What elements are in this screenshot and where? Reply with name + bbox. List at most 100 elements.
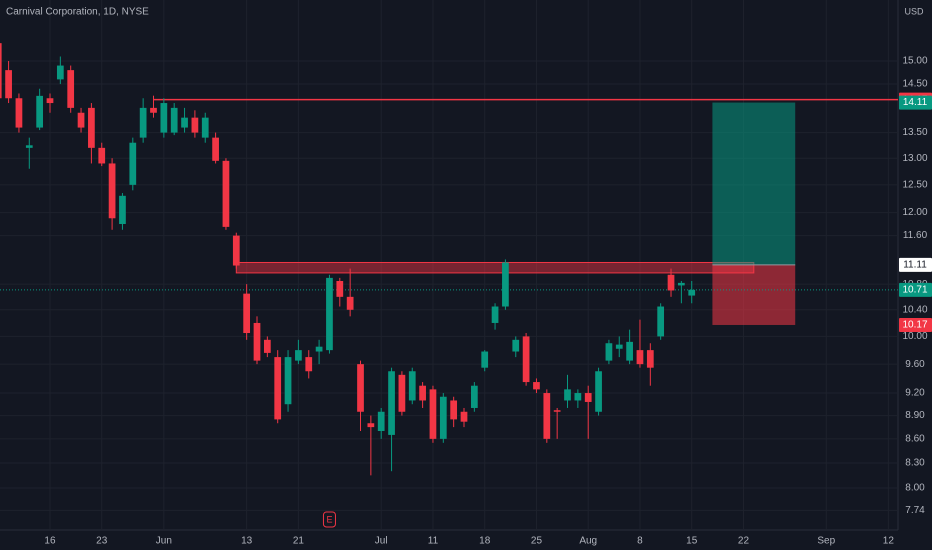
candle-body — [584, 393, 592, 402]
candle-body — [615, 344, 623, 349]
candle-body — [429, 389, 437, 439]
candle-body — [522, 336, 530, 383]
event-label: E — [326, 514, 332, 524]
candle-body — [388, 371, 395, 435]
candle-body — [191, 117, 199, 133]
candle-body — [346, 296, 354, 310]
candle-body — [439, 396, 447, 439]
candle-body — [491, 306, 499, 323]
candle-body — [274, 357, 282, 420]
candle-body — [212, 137, 219, 161]
candle-body — [98, 147, 106, 164]
candle-body — [263, 339, 271, 353]
currency-label: USD — [904, 6, 924, 16]
candle-body — [0, 43, 2, 99]
candle-body — [181, 117, 188, 128]
x-tick-label: 21 — [293, 536, 305, 547]
x-tick-label: 22 — [738, 536, 750, 547]
candle-body — [419, 385, 426, 401]
candle-body — [450, 400, 458, 420]
last-price-label-box — [899, 282, 932, 297]
y-tick-label: 12.00 — [902, 207, 927, 218]
candle-body — [460, 411, 468, 422]
y-tick-label: 10.00 — [902, 331, 927, 342]
y-tick-label: 8.00 — [905, 483, 925, 494]
candle-body — [470, 385, 478, 408]
candle-body — [201, 117, 209, 138]
candle-body — [222, 160, 230, 227]
loss-zone — [712, 264, 796, 325]
x-tick-label: 13 — [241, 536, 253, 547]
x-tick-label: 12 — [883, 536, 895, 547]
candle-body — [170, 107, 178, 133]
candle-body — [232, 235, 240, 266]
x-tick-label: 23 — [96, 536, 108, 547]
candle-body — [295, 350, 302, 361]
candle-body — [77, 112, 85, 128]
candle-body — [36, 95, 44, 128]
y-tick-label: 9.20 — [905, 388, 925, 399]
candle-body — [512, 339, 520, 352]
y-tick-label: 14.50 — [902, 79, 927, 90]
y-tick-label: 8.60 — [905, 433, 925, 444]
candle-body — [502, 262, 509, 307]
x-tick-label: Jun — [156, 536, 172, 547]
candle-body — [88, 107, 95, 148]
y-tick-label: 13.50 — [902, 127, 927, 138]
chart-title: Carnival Corporation, 1D, NYSE — [6, 7, 149, 18]
candle-body — [377, 411, 385, 432]
y-tick-label: 13.00 — [902, 153, 927, 164]
y-tick-label: 15.00 — [902, 56, 927, 67]
candle-body — [305, 357, 313, 372]
x-tick-label: 15 — [686, 536, 698, 547]
candle-body — [667, 274, 675, 291]
candle-body — [46, 98, 54, 104]
candle-body — [481, 351, 489, 368]
candle-body — [139, 107, 147, 138]
candle-body — [574, 393, 582, 401]
x-tick-label: Aug — [579, 536, 597, 547]
last-price-label: 10.71 — [902, 284, 927, 295]
target-price-label-box — [899, 95, 932, 110]
candle-body — [595, 371, 602, 412]
candle-body — [408, 371, 416, 401]
candle-body — [605, 343, 613, 361]
zone — [235, 261, 755, 274]
candle-body — [67, 70, 75, 108]
candle-body — [160, 103, 168, 133]
x-tick-label: Sep — [817, 536, 835, 547]
candle-body — [5, 70, 12, 99]
candle-body — [150, 107, 157, 113]
candle-body — [533, 382, 540, 390]
candle-body — [398, 374, 406, 412]
candle-body — [108, 163, 116, 219]
profit-zone — [712, 102, 796, 265]
candle-body — [367, 423, 375, 428]
candle-body — [243, 293, 251, 334]
candle-body — [253, 322, 261, 361]
x-tick-label: 16 — [44, 536, 56, 547]
y-tick-label: 8.30 — [905, 458, 925, 469]
candle-body — [119, 195, 126, 224]
candle-body — [626, 341, 633, 361]
x-tick-label: 8 — [637, 536, 643, 547]
y-tick-label: 12.50 — [902, 179, 927, 190]
y-tick-label: 11.60 — [903, 230, 928, 241]
candle-body — [357, 364, 364, 412]
x-tick-label: Jul — [375, 536, 388, 547]
y-tick-label: 7.74 — [905, 505, 925, 516]
x-tick-label: 18 — [479, 536, 491, 547]
candle-body — [657, 306, 665, 337]
candle-body — [553, 410, 561, 412]
candle-body — [636, 350, 644, 365]
y-tick-label: 8.90 — [905, 410, 925, 421]
stop-price-label-box — [899, 317, 932, 332]
x-tick-label: 25 — [531, 536, 543, 547]
candle-body — [564, 389, 571, 401]
event-marker — [322, 511, 336, 528]
candle-body — [284, 357, 292, 405]
y-tick-label: 10.40 — [902, 304, 927, 315]
entry-price-label-box — [899, 257, 932, 272]
